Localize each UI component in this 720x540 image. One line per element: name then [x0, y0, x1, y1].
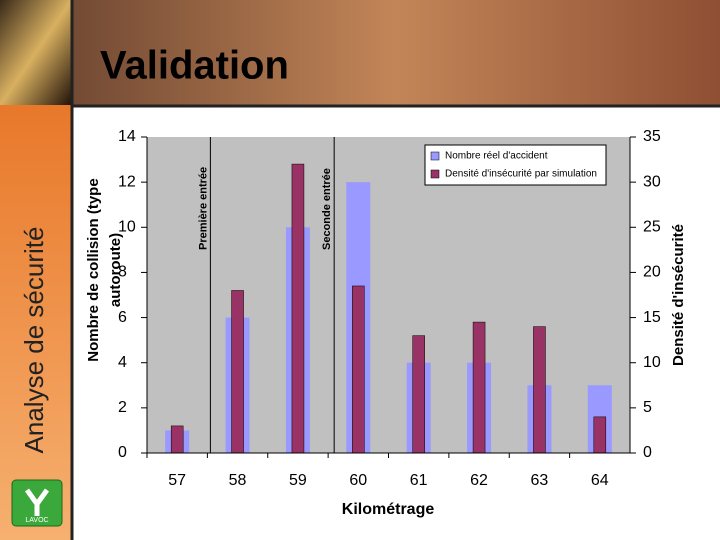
logo-text: LAVOC: [25, 517, 48, 524]
sidebar: [0, 105, 72, 540]
y2-tick-label: 0: [643, 444, 652, 461]
bar: [291, 163, 305, 454]
legend-label: Nombre réel d'accident: [445, 151, 548, 162]
y-tick-label: 10: [118, 219, 136, 236]
y2-tick-label: 10: [643, 354, 661, 371]
y-axis-label: autoroute): [107, 233, 124, 307]
x-tick-label: 60: [349, 472, 367, 489]
legend-label: Densité d'insécurité par simulation: [445, 169, 597, 180]
x-tick-label: 58: [229, 472, 247, 489]
x-axis-label: Kilométrage: [342, 501, 435, 518]
legend-swatch: [430, 151, 440, 161]
y-tick-label: 0: [118, 444, 127, 461]
y-tick-label: 6: [118, 309, 127, 326]
y-tick-label: 14: [118, 128, 136, 145]
y2-tick-label: 20: [643, 264, 661, 281]
x-tick-label: 61: [410, 472, 428, 489]
y2-tick-label: 35: [643, 128, 661, 145]
side-title: Analyse de sécurité: [19, 227, 49, 454]
y2-tick-label: 30: [643, 173, 661, 190]
legend-swatch: [430, 169, 440, 179]
y2-tick-label: 15: [643, 309, 661, 326]
x-tick-label: 63: [531, 472, 549, 489]
x-tick-label: 57: [168, 472, 186, 489]
bar: [593, 416, 607, 454]
y2-tick-label: 25: [643, 219, 661, 236]
bar: [352, 285, 365, 454]
x-tick-label: 59: [289, 472, 307, 489]
y2-tick-label: 5: [643, 399, 652, 416]
header-band: [72, 0, 720, 105]
header-photo: [0, 0, 72, 105]
legend: [424, 144, 607, 186]
y-tick-label: 2: [118, 399, 127, 416]
bar: [412, 335, 425, 454]
y-tick-label: 8: [118, 264, 127, 281]
y-axis-label: Nombre de collision (type: [85, 178, 102, 361]
x-tick-label: 64: [591, 472, 609, 489]
bar: [231, 290, 244, 454]
y-tick-label: 4: [118, 354, 127, 371]
y-tick-label: 12: [118, 173, 136, 190]
logo: LAVOC: [11, 479, 63, 527]
y2-axis-label: Densité d'insécurité: [670, 224, 687, 366]
bar: [533, 326, 546, 454]
bar: [472, 321, 486, 454]
bar: [170, 425, 184, 454]
annotation: Seconde entrée: [321, 168, 333, 250]
x-tick-label: 62: [470, 472, 488, 489]
chart: 0 2 4 6 8 10 12 14 0 5 10 15 20 25 30 35 57 58 59 60 61 62 63 6…: [85, 128, 687, 518]
slide-title: Validation: [100, 44, 289, 88]
annotation: Première entrée: [197, 167, 209, 250]
